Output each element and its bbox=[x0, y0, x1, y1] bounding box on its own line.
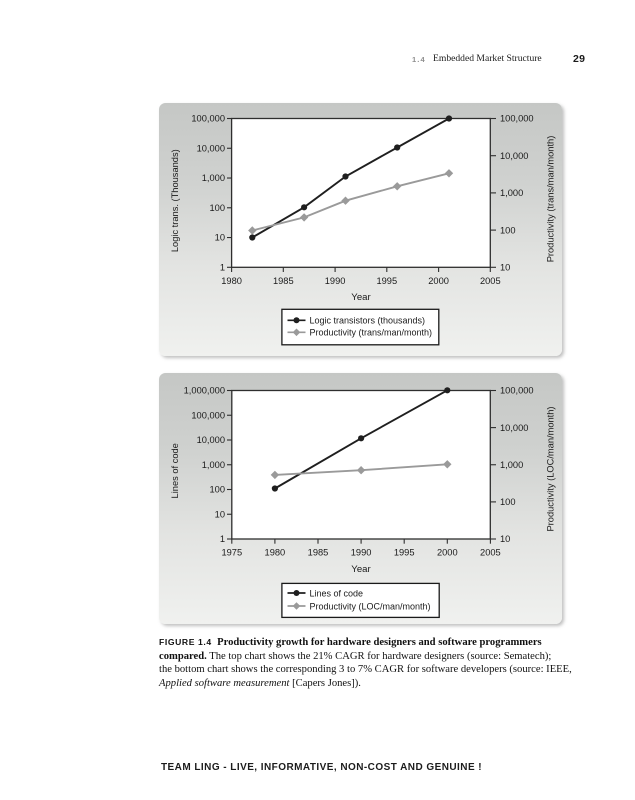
svg-text:1980: 1980 bbox=[265, 548, 286, 558]
svg-text:100,000: 100,000 bbox=[500, 386, 534, 396]
svg-text:Productivity (trans/man/month): Productivity (trans/man/month) bbox=[310, 328, 433, 338]
svg-text:Lines of code: Lines of code bbox=[170, 443, 180, 498]
svg-text:1990: 1990 bbox=[351, 548, 372, 558]
svg-text:Productivity (trans/man/month): Productivity (trans/man/month) bbox=[546, 136, 556, 263]
svg-text:Logic trans. (Thousands): Logic trans. (Thousands) bbox=[170, 149, 180, 252]
svg-text:Productivity (LOC/man/month): Productivity (LOC/man/month) bbox=[546, 406, 556, 531]
svg-text:10,000: 10,000 bbox=[197, 435, 225, 445]
svg-text:1,000: 1,000 bbox=[202, 460, 225, 470]
svg-text:2005: 2005 bbox=[480, 548, 501, 558]
svg-text:1: 1 bbox=[220, 263, 225, 273]
svg-text:1,000,000: 1,000,000 bbox=[184, 386, 225, 396]
svg-text:10: 10 bbox=[215, 509, 225, 519]
svg-text:10,000: 10,000 bbox=[500, 423, 528, 433]
svg-text:100,000: 100,000 bbox=[191, 410, 225, 420]
svg-text:1: 1 bbox=[220, 534, 225, 544]
svg-text:1980: 1980 bbox=[221, 276, 242, 286]
svg-text:10: 10 bbox=[215, 233, 225, 243]
svg-text:1995: 1995 bbox=[376, 276, 397, 286]
svg-text:100: 100 bbox=[209, 485, 225, 495]
svg-text:Year: Year bbox=[351, 292, 371, 303]
svg-text:10: 10 bbox=[500, 263, 510, 273]
svg-text:2005: 2005 bbox=[480, 276, 501, 286]
svg-text:10,000: 10,000 bbox=[197, 144, 225, 154]
svg-text:10: 10 bbox=[500, 534, 510, 544]
svg-text:1990: 1990 bbox=[325, 276, 346, 286]
svg-text:100,000: 100,000 bbox=[500, 114, 534, 124]
svg-text:100: 100 bbox=[209, 203, 225, 213]
svg-text:1,000: 1,000 bbox=[500, 460, 523, 470]
svg-text:2000: 2000 bbox=[437, 548, 458, 558]
svg-text:1,000: 1,000 bbox=[500, 188, 523, 198]
svg-text:1985: 1985 bbox=[308, 548, 329, 558]
svg-text:Year: Year bbox=[351, 564, 371, 575]
svg-text:100: 100 bbox=[500, 225, 516, 235]
svg-text:1,000: 1,000 bbox=[202, 173, 225, 183]
svg-text:100,000: 100,000 bbox=[191, 114, 225, 124]
svg-text:2000: 2000 bbox=[428, 276, 449, 286]
svg-text:1995: 1995 bbox=[394, 548, 415, 558]
svg-text:1985: 1985 bbox=[273, 276, 294, 286]
svg-text:Logic transistors (thousands): Logic transistors (thousands) bbox=[310, 316, 426, 326]
svg-text:Productivity (LOC/man/month): Productivity (LOC/man/month) bbox=[310, 601, 431, 611]
svg-text:100: 100 bbox=[500, 497, 516, 507]
svg-text:1975: 1975 bbox=[221, 548, 242, 558]
svg-text:10,000: 10,000 bbox=[500, 151, 528, 161]
svg-text:Lines of code: Lines of code bbox=[310, 588, 364, 598]
